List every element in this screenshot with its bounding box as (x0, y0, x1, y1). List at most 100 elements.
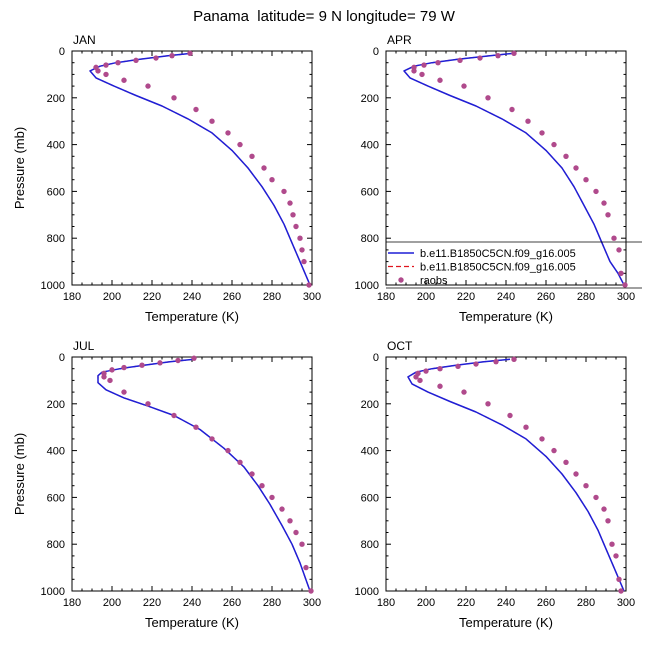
legend: b.e11.B1850C5CN.f09_g16.005 b.e11.B1850C5… (386, 241, 642, 289)
legend-label: b.e11.B1850C5CN.f09_g16.005 (420, 248, 576, 260)
x-tick-label: 240 (497, 291, 515, 303)
raobs-point (421, 62, 427, 68)
y-tick-label: 200 (47, 399, 65, 411)
raobs-point (121, 364, 127, 371)
raobs-point (511, 356, 517, 363)
legend-marker (398, 277, 404, 283)
y-tick-label: 600 (47, 492, 65, 504)
raobs-point (237, 459, 243, 465)
raobs-point (103, 71, 109, 78)
y-tick-label: 400 (361, 446, 379, 458)
raobs-point (191, 355, 197, 361)
figure-title: Panama latitude= 9 N longitude= 79 W (193, 8, 455, 25)
raobs-point (616, 576, 622, 582)
model-solid-line (407, 358, 625, 592)
y-tick-label: 600 (47, 186, 65, 198)
raobs-point (423, 368, 429, 374)
raobs-point (539, 130, 545, 136)
raobs-point (609, 541, 615, 547)
model-solid-line (97, 358, 311, 592)
raobs-point (308, 588, 314, 594)
panel-label: APR (387, 33, 412, 47)
panel-apr: 180 200 220 240 260 280 300 0 200 400 600 800 1000 AP… (355, 33, 636, 324)
raobs-point (411, 68, 417, 74)
panel-label: JAN (73, 33, 96, 47)
y-tick-label: 200 (361, 399, 379, 411)
y-tick-label: 600 (361, 186, 379, 198)
y-tick-label: 400 (47, 140, 65, 152)
panel-jul: 180 200 220 240 260 280 300 0 200 400 600 800 1000 JU… (12, 339, 321, 630)
raobs-point (293, 223, 299, 230)
raobs-point (145, 83, 151, 89)
raobs-point (193, 424, 199, 430)
legend-label: b.e11.B1850C5CN.f09_g16.005 (420, 262, 576, 274)
x-tick-label: 200 (103, 597, 121, 609)
y-tick-label: 800 (47, 539, 65, 551)
plot-frame (71, 356, 313, 592)
raobs-point (616, 247, 622, 253)
x-tick-label: 280 (577, 291, 595, 303)
raobs-point (618, 588, 624, 594)
x-tick-label: 260 (223, 597, 241, 609)
raobs-point (287, 200, 293, 206)
plot-frame (385, 356, 627, 592)
y-tick-label: 800 (47, 233, 65, 245)
raobs-point (611, 235, 617, 241)
raobs-point (281, 188, 287, 195)
raobs-point (511, 50, 517, 57)
x-tick-label: 180 (63, 597, 81, 609)
raobs-point (157, 360, 163, 366)
raobs-point (622, 282, 628, 288)
x-tick-label: 300 (617, 597, 635, 609)
y-tick-label: 1000 (355, 280, 379, 292)
raobs-point (485, 401, 491, 407)
raobs-point (299, 247, 305, 253)
model-dashed-line (97, 358, 311, 592)
raobs-point (121, 389, 127, 395)
raobs-point (523, 424, 529, 430)
x-tick-label: 240 (497, 597, 515, 609)
raobs-point (209, 436, 215, 442)
raobs-point (461, 83, 467, 89)
x-tick-label: 280 (263, 291, 281, 303)
y-tick-label: 0 (373, 352, 379, 364)
raobs-point (187, 50, 193, 57)
raobs-point (306, 282, 312, 288)
raobs-point (605, 518, 611, 524)
model-dashed-line (89, 52, 311, 286)
raobs-point (455, 363, 461, 370)
raobs-point (171, 95, 177, 101)
raobs-point (507, 412, 513, 419)
raobs-point (613, 553, 619, 559)
x-tick-label: 200 (417, 597, 435, 609)
x-tick-label: 260 (537, 291, 555, 303)
x-tick-label: 180 (63, 291, 81, 303)
raobs-point (209, 118, 215, 124)
x-tick-label: 180 (377, 291, 395, 303)
raobs-point (601, 200, 607, 206)
raobs-point (279, 506, 285, 512)
y-tick-label: 200 (47, 93, 65, 105)
raobs-point (297, 235, 303, 241)
raobs-point (249, 471, 255, 477)
raobs-point (539, 436, 545, 442)
raobs-point (301, 258, 307, 265)
raobs-point (618, 270, 624, 276)
panel-label: OCT (387, 339, 413, 353)
raobs-point (563, 153, 569, 159)
panel-oct: 180 200 220 240 260 280 300 0 200 400 600 800 1000 OC… (355, 339, 636, 630)
model-solid-line (89, 52, 311, 286)
raobs-point (261, 165, 267, 171)
raobs-point (493, 358, 499, 365)
raobs-point (563, 459, 569, 465)
x-axis-label: Temperature (K) (145, 615, 239, 630)
raobs-point (495, 52, 501, 59)
x-axis-label: Temperature (K) (145, 309, 239, 324)
raobs-point (473, 361, 479, 367)
raobs-point (225, 447, 231, 454)
raobs-point (145, 401, 151, 407)
raobs-point (153, 55, 159, 61)
raobs-point (457, 57, 463, 64)
y-tick-label: 1000 (41, 280, 65, 292)
